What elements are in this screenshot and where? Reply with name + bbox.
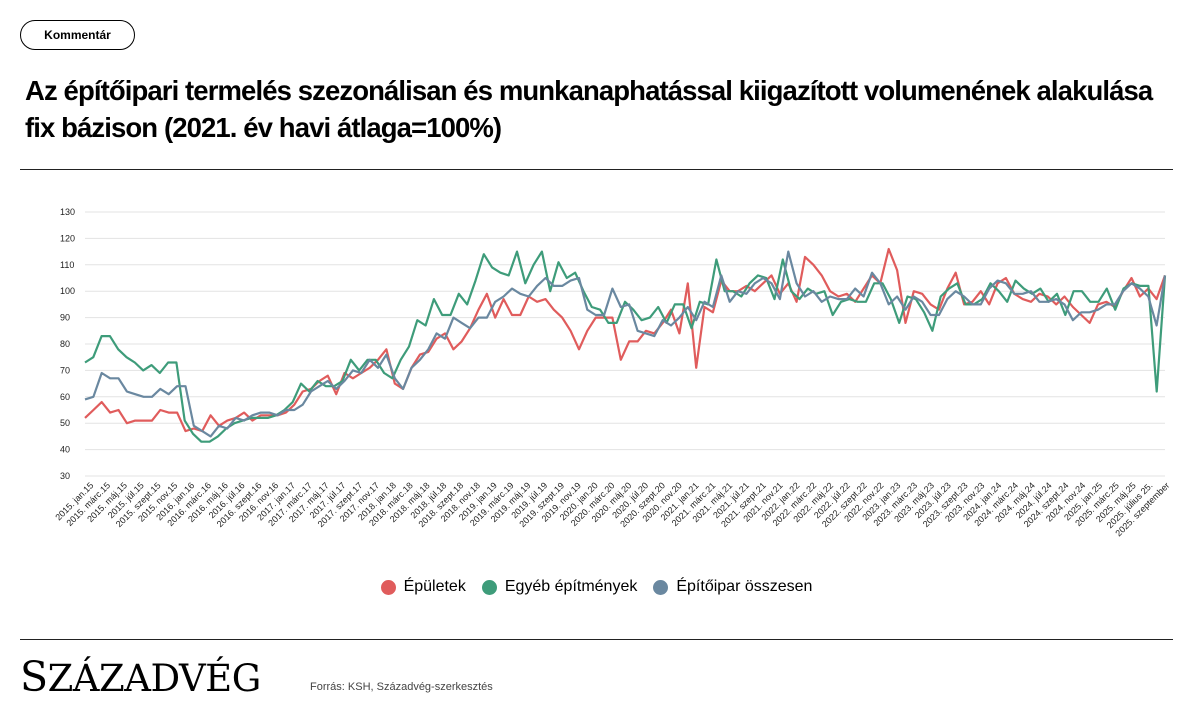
y-tick-label: 70 bbox=[60, 365, 70, 375]
chart-title: Az építőipari termelés szezonálisan és m… bbox=[25, 75, 1153, 143]
top-divider bbox=[20, 169, 1173, 170]
legend-label-epitoipar-osszesen: Építőipar összesen bbox=[676, 578, 813, 595]
legend-item-epuletek[interactable]: Épületek bbox=[380, 578, 466, 596]
legend-item-egyeb-epitmenyek[interactable]: Egyéb építmények bbox=[481, 578, 638, 596]
legend-dot-epitoipar-osszesen bbox=[653, 579, 669, 595]
series-layer bbox=[84, 247, 1167, 443]
y-tick-label: 30 bbox=[60, 471, 70, 481]
y-tick-label: 40 bbox=[60, 445, 70, 455]
bottom-divider bbox=[20, 639, 1173, 640]
y-axis-ticks: 30 40 50 60 70 80 90 100 110 120 130 bbox=[60, 207, 75, 481]
y-tick-label: 90 bbox=[60, 313, 70, 323]
y-tick-label: 130 bbox=[60, 207, 75, 217]
legend-item-epitoipar-osszesen[interactable]: Építőipar összesen bbox=[653, 578, 812, 596]
legend-label-egyeb-epitmenyek: Egyéb építmények bbox=[504, 578, 638, 595]
y-tick-label: 110 bbox=[60, 260, 74, 270]
series-line-0 bbox=[84, 247, 1167, 433]
series-line-1 bbox=[84, 250, 1167, 443]
y-tick-label: 100 bbox=[60, 286, 75, 296]
series-line-2 bbox=[84, 250, 1167, 438]
comment-badge[interactable]: Kommentár bbox=[20, 20, 135, 50]
grid-layer bbox=[85, 211, 1165, 477]
szazadveg-logo[interactable]: SZÁZADVÉG bbox=[20, 653, 261, 701]
y-tick-label: 80 bbox=[60, 339, 70, 349]
legend-label-epuletek: Épületek bbox=[403, 578, 466, 595]
y-tick-label: 50 bbox=[60, 418, 70, 428]
source-note: Forrás: KSH, Századvég-szerkesztés bbox=[310, 681, 493, 693]
chart-legend: Épületek Egyéb építmények Építőipar össz… bbox=[0, 578, 1193, 596]
y-tick-label: 120 bbox=[60, 233, 75, 243]
legend-dot-egyeb-epitmenyek bbox=[481, 579, 497, 595]
legend-dot-epuletek bbox=[380, 579, 396, 595]
y-tick-label: 60 bbox=[60, 392, 70, 402]
line-chart: 30 40 50 60 70 80 90 100 110 120 130 2015. jan.152… bbox=[53, 207, 1171, 538]
